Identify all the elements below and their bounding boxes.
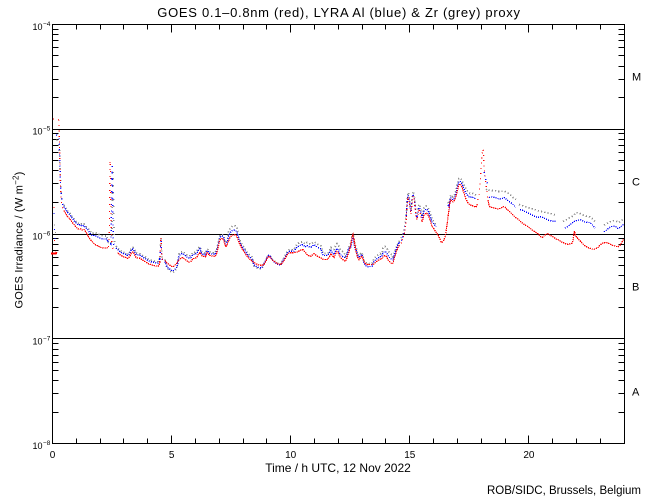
svg-text:20: 20 (523, 450, 535, 461)
svg-text:B: B (632, 281, 639, 293)
svg-text:−8: −8 (43, 440, 51, 447)
svg-text:−6: −6 (43, 231, 51, 238)
svg-text:−4: −4 (43, 21, 51, 28)
svg-text:M: M (632, 72, 641, 84)
svg-text:10: 10 (285, 450, 297, 461)
svg-text:Time / h UTC, 12 Nov 2022: Time / h UTC, 12 Nov 2022 (265, 461, 411, 475)
svg-text:10: 10 (32, 232, 42, 242)
svg-text:15: 15 (404, 450, 416, 461)
svg-text:5: 5 (169, 450, 175, 461)
svg-text:GOES Irradiance / (W m−2): GOES Irradiance / (W m−2) (12, 172, 26, 309)
svg-text:10: 10 (32, 22, 42, 32)
svg-text:C: C (632, 177, 640, 189)
svg-text:10: 10 (32, 127, 42, 137)
svg-text:−7: −7 (43, 335, 51, 342)
svg-text:A: A (632, 386, 640, 398)
svg-text:0: 0 (50, 450, 56, 461)
svg-text:10: 10 (32, 441, 42, 451)
svg-text:−5: −5 (43, 126, 51, 133)
svg-text:ROB/SIDC, Brussels, Belgium: ROB/SIDC, Brussels, Belgium (487, 485, 641, 497)
svg-text:GOES 0.1–0.8nm (red), LYRA Al: GOES 0.1–0.8nm (red), LYRA Al (blue) & Z… (157, 5, 520, 20)
svg-text:10: 10 (32, 336, 42, 346)
